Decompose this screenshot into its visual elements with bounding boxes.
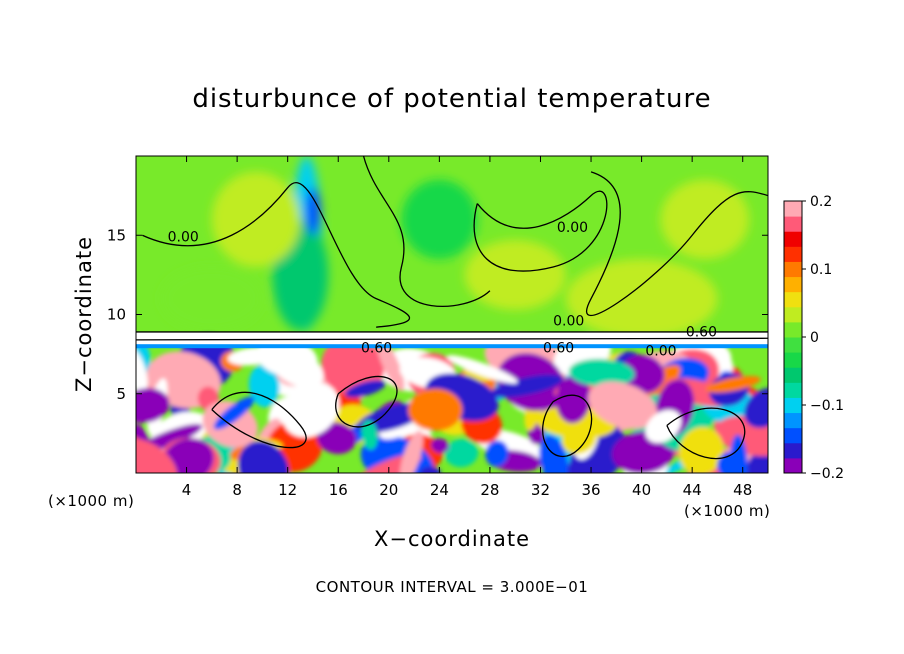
contour-line bbox=[136, 337, 768, 341]
contour-label: 0.00 bbox=[553, 314, 584, 330]
interface-edge bbox=[136, 344, 768, 349]
x-tick-label: 40 bbox=[632, 481, 651, 499]
colorbar-swatch bbox=[784, 427, 802, 444]
x-tick-label: 12 bbox=[278, 481, 297, 499]
contour-label: 0.00 bbox=[645, 344, 676, 360]
colorbar-swatch bbox=[784, 216, 802, 232]
x-tick-label: 8 bbox=[232, 481, 242, 499]
y-tick-label: 15 bbox=[107, 226, 126, 244]
contour-line bbox=[142, 182, 411, 328]
colorbar-tick-label: −0.1 bbox=[810, 398, 844, 414]
x-tick-label: 28 bbox=[480, 481, 499, 499]
colorbar-swatch bbox=[784, 397, 802, 414]
colorbar-swatch bbox=[784, 321, 802, 338]
colorbar-tick-label: −0.2 bbox=[810, 466, 844, 482]
x-tick-label: 32 bbox=[531, 481, 550, 499]
colorbar-swatch bbox=[784, 231, 802, 247]
colorbar-tick-label: 0 bbox=[810, 330, 819, 346]
contour-label: 0.60 bbox=[543, 341, 574, 357]
contour-lines bbox=[136, 156, 768, 460]
x-tick-label: 48 bbox=[733, 481, 752, 499]
colorbar-swatch bbox=[784, 352, 802, 368]
contour-line bbox=[585, 171, 768, 317]
x-unit-label: (×1000 m) bbox=[48, 492, 135, 510]
contour-line bbox=[335, 375, 398, 428]
colorbar-swatch bbox=[784, 412, 802, 429]
x-axis-ticks: 4 8 12 16 20 24 28 32 36 40 44 48 bbox=[182, 156, 752, 499]
x-tick-label: 36 bbox=[581, 481, 600, 499]
contour-label: 0.60 bbox=[361, 341, 392, 357]
contour-line bbox=[362, 156, 491, 307]
colorbar-swatch bbox=[784, 337, 802, 353]
x-tick-label: 24 bbox=[430, 481, 449, 499]
heatmap-field bbox=[136, 156, 768, 473]
x-unit-label-right: (×1000 m) bbox=[684, 502, 771, 520]
x-tick-label: 44 bbox=[683, 481, 702, 499]
lower-layer bbox=[136, 333, 768, 473]
colorbar-swatch bbox=[784, 367, 802, 383]
x-tick-label: 4 bbox=[182, 481, 192, 499]
y-tick-label: 10 bbox=[107, 306, 126, 324]
colorbar-swatch bbox=[784, 246, 802, 262]
colorbar-swatch bbox=[784, 201, 802, 217]
contour-label: 0.00 bbox=[557, 220, 588, 236]
colorbar-swatch bbox=[784, 261, 802, 278]
y-tick-label: 5 bbox=[116, 385, 126, 403]
contour-line bbox=[473, 190, 608, 272]
colorbar-swatch bbox=[784, 276, 802, 293]
colorbar-swatch bbox=[784, 442, 802, 459]
x-tick-label: 16 bbox=[329, 481, 348, 499]
colorbar-swatch bbox=[784, 306, 802, 323]
contour-labels: 0.00 0.00 0.00 0.60 0.60 0.60 0.00 bbox=[168, 220, 717, 360]
contour-line bbox=[542, 394, 593, 457]
y-axis-label: Z−coordinate bbox=[72, 236, 96, 392]
colorbar: 0.2 0.1 0 −0.1 −0.2 bbox=[783, 194, 844, 482]
x-axis-label: X−coordinate bbox=[374, 527, 530, 551]
colorbar-tick-label: 0.1 bbox=[810, 262, 832, 278]
contour-label: 0.60 bbox=[686, 325, 717, 341]
contour-line bbox=[211, 391, 307, 449]
contour-label: 0.00 bbox=[168, 230, 199, 246]
x-tick-label: 20 bbox=[379, 481, 398, 499]
contour-interval-note: CONTOUR INTERVAL = 3.000E−01 bbox=[315, 578, 589, 596]
contour-line bbox=[666, 407, 746, 460]
chart-title: disturbunce of potential temperature bbox=[192, 84, 712, 114]
y-axis-ticks: 5 10 15 bbox=[107, 226, 768, 403]
colorbar-tick-label: 0.2 bbox=[810, 194, 832, 210]
colorbar-swatch bbox=[784, 291, 802, 308]
colorbar-swatch bbox=[784, 457, 802, 474]
colorbar-swatch bbox=[784, 382, 802, 398]
